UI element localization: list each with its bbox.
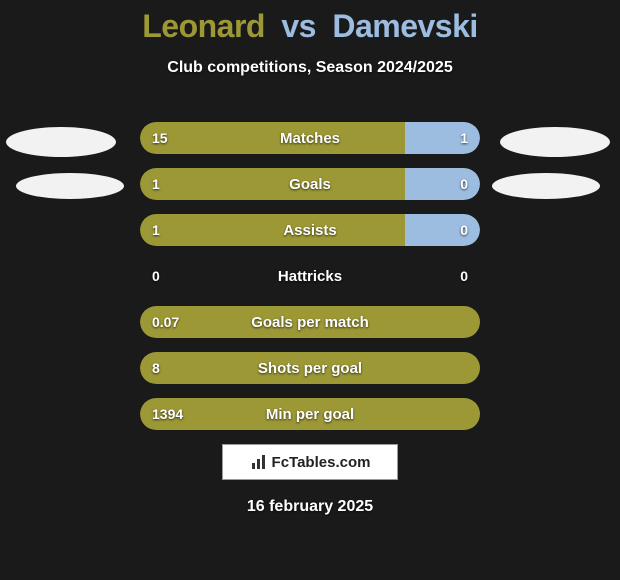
stat-row: 8Shots per goal — [140, 352, 480, 384]
stat-row: 0.07Goals per match — [140, 306, 480, 338]
stat-bars: 151Matches 10Goals 10Assists 0 0Hattricks 0.0… — [140, 122, 480, 444]
stat-seg-left — [140, 398, 480, 430]
stat-row: 1394Min per goal — [140, 398, 480, 430]
source-logo-text: FcTables.com — [272, 454, 371, 471]
player2-avatar-row2 — [492, 173, 600, 199]
stat-seg-right — [405, 214, 480, 246]
comparison-title: Leonard vs Damevski — [0, 0, 620, 45]
stat-row: 0 0Hattricks — [140, 260, 480, 292]
stat-row: 10Goals — [140, 168, 480, 200]
stat-value-right: 0 — [460, 260, 468, 292]
stat-seg-left — [140, 168, 405, 200]
stat-seg-left — [140, 306, 480, 338]
footer-date: 16 february 2025 — [0, 498, 620, 516]
player1-name: Leonard — [142, 8, 265, 44]
player1-avatar-row1 — [6, 127, 116, 157]
stat-seg-left — [140, 214, 405, 246]
stat-seg-right — [405, 122, 480, 154]
stat-value-left: 0 — [152, 260, 160, 292]
player2-avatar-row1 — [500, 127, 610, 157]
stat-label: Hattricks — [140, 260, 480, 292]
stat-seg-right — [405, 168, 480, 200]
stat-row: 151Matches — [140, 122, 480, 154]
source-logo: FcTables.com — [222, 444, 398, 480]
player2-name: Damevski — [332, 8, 477, 44]
player1-avatar-row2 — [16, 173, 124, 199]
title-vs: vs — [281, 8, 316, 44]
subtitle: Club competitions, Season 2024/2025 — [0, 59, 620, 77]
stat-seg-left — [140, 122, 405, 154]
stat-row: 10Assists — [140, 214, 480, 246]
chart-icon — [250, 453, 268, 471]
stat-seg-left — [140, 352, 480, 384]
